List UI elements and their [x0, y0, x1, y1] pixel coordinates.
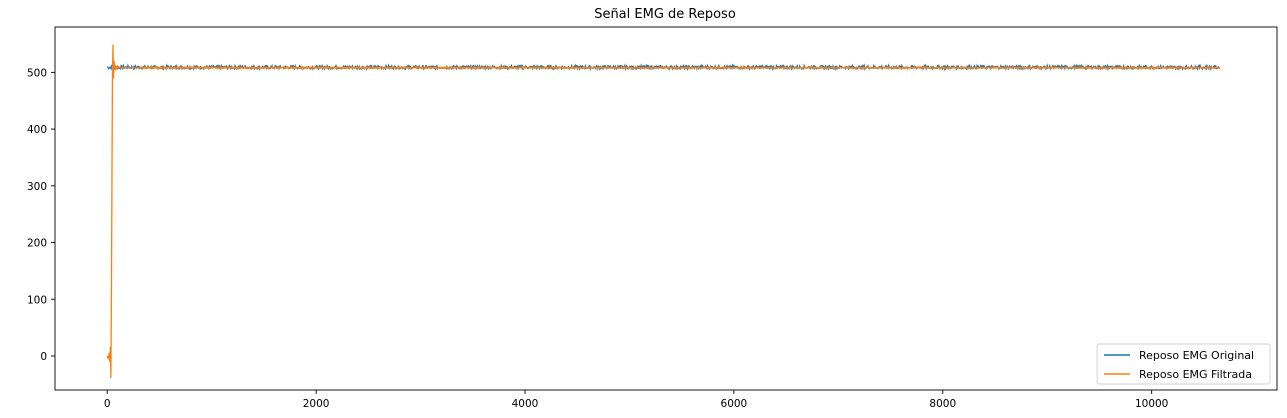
y-tick-label: 500: [27, 67, 47, 79]
y-tick-label: 0: [40, 351, 47, 363]
x-tick-label: 6000: [721, 398, 748, 410]
y-tick-label: 100: [27, 294, 47, 306]
legend-label-filtrada: Reposo EMG Filtrada: [1139, 368, 1252, 381]
x-tick-label: 8000: [929, 398, 956, 410]
legend: Reposo EMG Original Reposo EMG Filtrada: [1096, 343, 1271, 385]
plot-area: [106, 44, 1221, 379]
legend-box: [1096, 343, 1271, 385]
x-tick-label: 4000: [512, 398, 539, 410]
axes: 0 2000 4000 6000 8000 10000 0 100 200 300 400 500: [27, 67, 1168, 410]
y-tick-label: 200: [27, 238, 47, 250]
y-tick-label: 400: [27, 124, 47, 136]
chart-title: Señal EMG de Reposo: [594, 7, 736, 22]
plot-frame: [54, 26, 1278, 391]
legend-label-original: Reposo EMG Original: [1139, 349, 1254, 362]
x-tick-label: 2000: [303, 398, 330, 410]
series-line-filtrada: [106, 44, 1221, 379]
y-tick-label: 300: [27, 181, 47, 193]
x-tick-label: 0: [104, 398, 111, 410]
x-tick-label: 10000: [1135, 398, 1168, 410]
